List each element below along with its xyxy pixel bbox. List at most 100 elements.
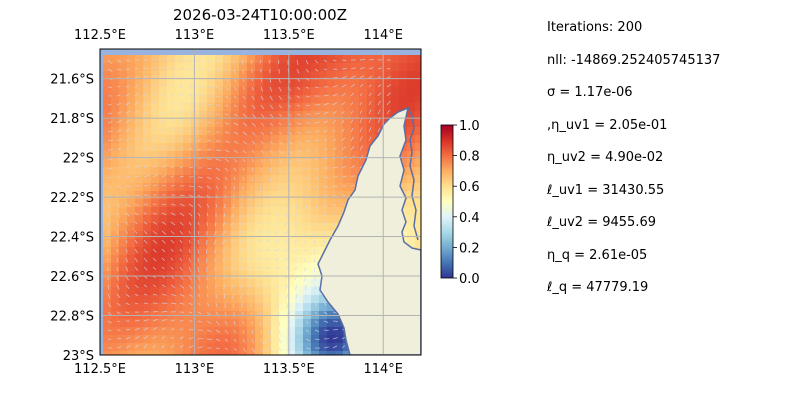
heatmap-cell [231, 87, 239, 95]
heatmap-cell [223, 279, 231, 287]
current-vector [233, 95, 237, 99]
current-vector [125, 128, 130, 133]
heatmap-cell [271, 279, 279, 287]
heatmap-cell [119, 183, 127, 191]
current-vector [206, 59, 210, 63]
current-vector [107, 302, 112, 308]
heatmap-cell [127, 335, 135, 343]
heatmap-cell [191, 111, 199, 119]
heatmap-cell [415, 95, 421, 103]
heatmap-cell [151, 239, 159, 247]
heatmap-cell [223, 263, 231, 271]
current-vector [152, 120, 155, 124]
current-vector [341, 345, 346, 349]
heatmap-cell [191, 223, 199, 231]
heatmap-cell [127, 191, 135, 199]
current-vector [215, 68, 220, 73]
heatmap-cell [127, 159, 135, 167]
heatmap-cell [119, 127, 127, 135]
current-vector [188, 128, 193, 133]
current-vector [188, 119, 193, 124]
heatmap-cell [255, 151, 263, 159]
current-vector [256, 239, 262, 242]
current-vector [197, 320, 203, 323]
heatmap-cell [343, 151, 351, 159]
heatmap-cell [215, 183, 223, 191]
current-vector [296, 86, 301, 90]
heatmap-cell [223, 335, 231, 343]
heatmap-cell [111, 247, 119, 255]
heatmap-cell [279, 199, 287, 207]
current-vector [116, 176, 121, 178]
heatmap-cell [319, 207, 327, 215]
heatmap-cell [127, 135, 135, 143]
heatmap-cell [327, 111, 335, 119]
colorbar-tick-label: 0.6 [459, 180, 480, 195]
current-vector [305, 95, 310, 98]
heatmap-cell [199, 175, 207, 183]
heatmap-cell [175, 79, 183, 87]
heatmap-cell [263, 335, 271, 343]
y-tick-label: 21.8°S [50, 112, 94, 127]
current-vector [313, 266, 316, 272]
heatmap-cell [247, 279, 255, 287]
current-vector [170, 336, 174, 340]
current-vector [260, 95, 264, 101]
current-vector [134, 266, 139, 272]
heatmap-cell [103, 95, 111, 103]
heatmap-cell [103, 351, 111, 355]
current-vector [233, 131, 239, 135]
heatmap-cell [271, 71, 279, 79]
heatmap-cell [119, 271, 127, 279]
current-vector [230, 248, 235, 252]
heatmap-cell [279, 271, 287, 279]
heatmap-cell [215, 279, 223, 287]
current-vector [368, 58, 374, 61]
heatmap-cell [319, 63, 327, 71]
heatmap-cell [183, 135, 191, 143]
heatmap-cell [287, 135, 295, 143]
heatmap-cell [303, 351, 311, 355]
heatmap-cell [215, 175, 223, 183]
current-vector [233, 122, 239, 126]
current-vector [125, 257, 129, 263]
heatmap-cell [231, 287, 239, 295]
current-vector [269, 167, 272, 173]
heatmap-cell [103, 191, 111, 199]
heatmap-cell [167, 167, 175, 175]
heatmap-cell [231, 79, 239, 87]
heatmap-cell [279, 135, 287, 143]
current-vector [285, 293, 289, 299]
current-vector [116, 293, 121, 299]
current-vector [278, 158, 283, 164]
heatmap-cell [327, 335, 335, 343]
heatmap-cell [279, 167, 287, 175]
heatmap-cell [287, 231, 295, 239]
current-vector [341, 84, 347, 88]
heatmap-cell [127, 223, 135, 231]
map-area [100, 49, 421, 355]
heatmap-cell [127, 119, 135, 127]
current-vector [125, 185, 131, 188]
heatmap-cell [183, 111, 191, 119]
heatmap-cell [391, 71, 399, 79]
current-vector [197, 248, 199, 254]
heatmap-cell [303, 135, 311, 143]
heatmap-cell [183, 119, 191, 127]
current-vector [359, 110, 363, 115]
heatmap-cell [159, 167, 167, 175]
current-vector [296, 131, 302, 134]
heatmap-cell [215, 207, 223, 215]
current-vector [224, 95, 229, 99]
current-vector [359, 118, 363, 124]
heatmap-cell [311, 223, 319, 231]
heatmap-cell [303, 335, 311, 343]
heatmap-cell [255, 127, 263, 135]
heatmap-cell [359, 95, 367, 103]
heatmap-cell [295, 199, 303, 207]
heatmap-cell [215, 159, 223, 167]
heatmap-cell [263, 111, 271, 119]
heatmap-cell [183, 143, 191, 151]
heatmap-cell [127, 127, 135, 135]
heatmap-cell [255, 167, 263, 175]
